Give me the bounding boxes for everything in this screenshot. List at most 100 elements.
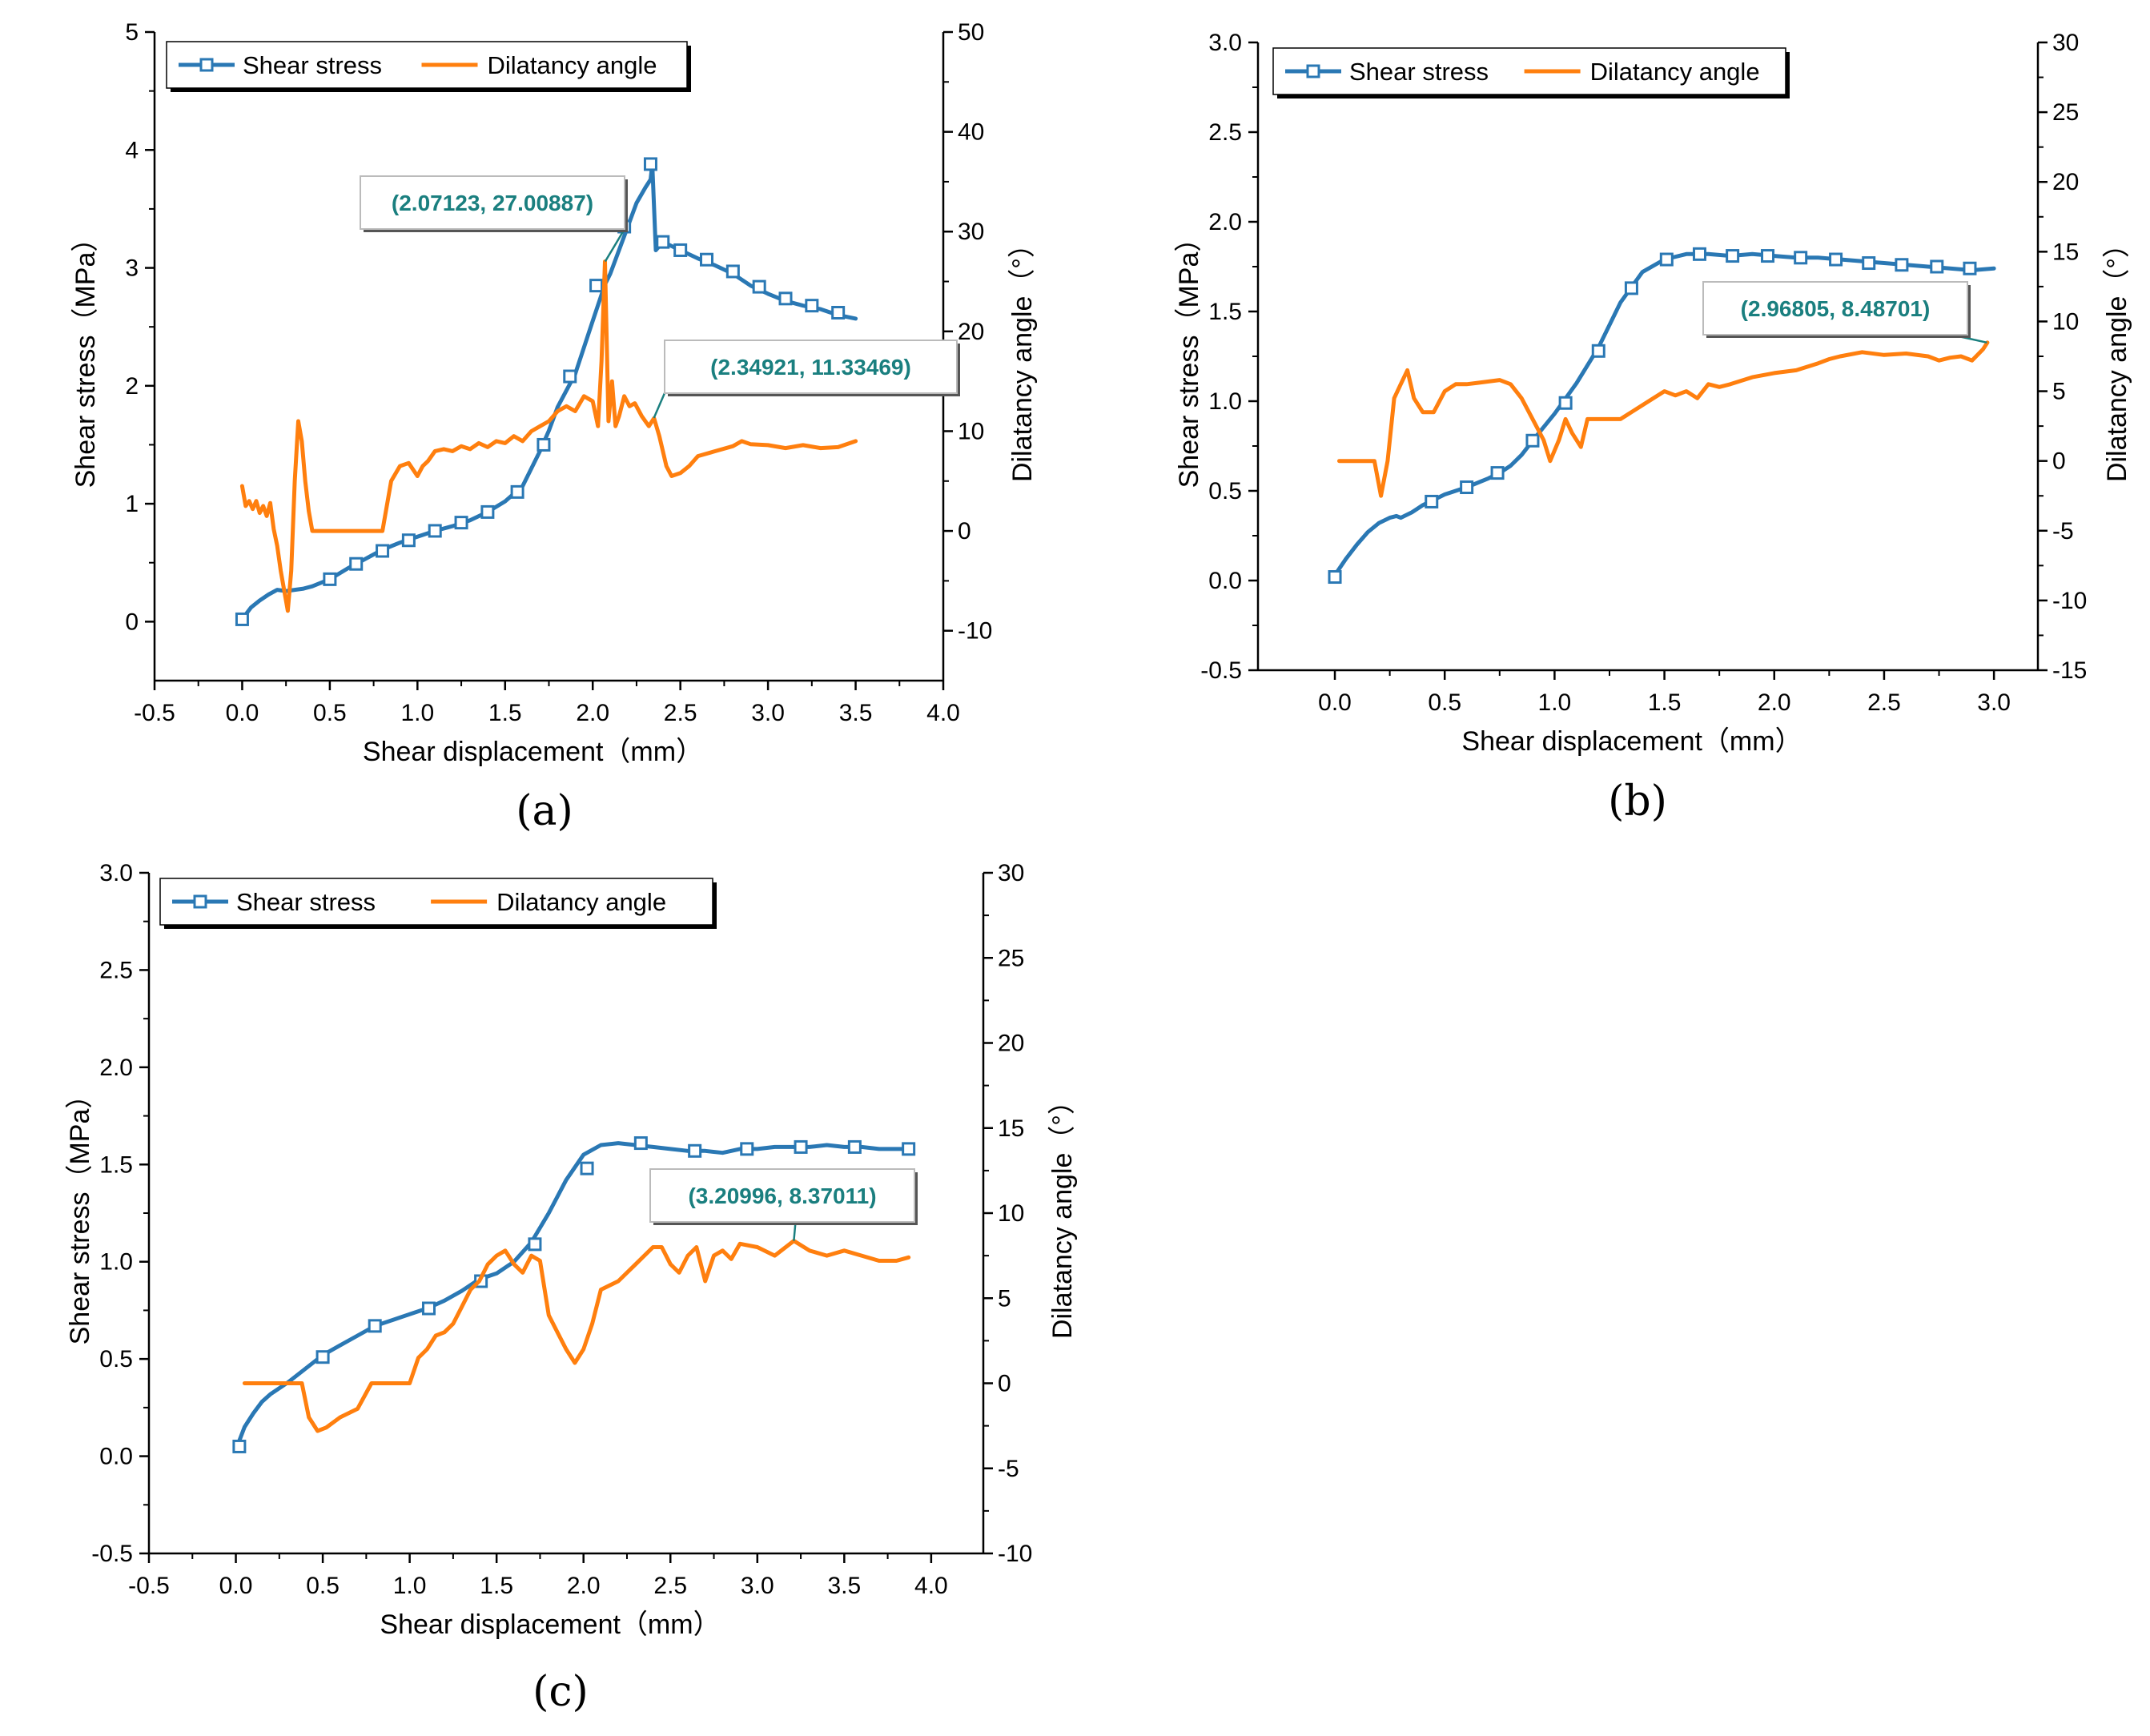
x-tick-label: 2.0: [567, 1573, 601, 1599]
shear-stress-marker: [428, 524, 442, 538]
shear-stress-marker: [778, 291, 793, 306]
x-tick-label: 2.0: [1758, 689, 1791, 716]
y-right-axis-title: Dilatancy angle（°）: [2102, 231, 2132, 482]
shear-stress-marker: [725, 264, 740, 279]
x-tick-label: 2.5: [653, 1573, 687, 1599]
y-left-axis-title: Shear stress（MPa）: [65, 1082, 95, 1345]
y-left-tick-label: 0.5: [1208, 478, 1242, 504]
shear-stress-marker: [1490, 466, 1505, 480]
legend-shear-stress-label: Shear stress: [236, 888, 376, 916]
shear-stress-marker: [794, 1139, 808, 1154]
x-tick-label: 1.0: [1538, 689, 1572, 716]
legend-dilatancy-angle-label: Dilatancy angle: [488, 51, 657, 79]
shear-stress-marker: [1692, 247, 1706, 261]
x-tick-label: 0.5: [306, 1573, 340, 1599]
shear-stress-marker: [480, 504, 495, 519]
legend-shear-stress-label: Shear stress: [243, 51, 382, 79]
x-tick-label: 0.5: [313, 700, 347, 726]
shear-stress-marker: [1558, 396, 1573, 410]
shear-stress-marker: [1895, 258, 1909, 272]
chart-panel-2: 0.0 0.5 1.0 1.5 2.0 2.5 3.0 -0.5 0.0 0.5 1.0 1.5 2.0…: [1174, 30, 2132, 826]
y-left-tick-label: 2: [125, 373, 139, 400]
x-tick-label: 1.5: [480, 1573, 513, 1599]
shear-stress-marker: [740, 1142, 754, 1156]
y-right-tick-label: 50: [958, 19, 984, 46]
x-tick-label: 3.0: [741, 1573, 774, 1599]
shear-stress-marker: [376, 544, 390, 558]
x-tick-label: 1.5: [1648, 689, 1682, 716]
legend-shear-stress-label: Shear stress: [1349, 58, 1489, 86]
shear-stress-marker: [401, 533, 416, 548]
y-left-tick-label: 0.5: [99, 1346, 133, 1372]
y-left-tick-label: 1: [125, 491, 139, 517]
x-tick-label: 1.5: [488, 700, 522, 726]
legend-shear-stress-marker: [199, 58, 214, 72]
y-right-tick-label: 25: [998, 945, 1024, 971]
y-right-tick-label: 10: [2052, 308, 2079, 335]
x-tick-label: -0.5: [128, 1573, 170, 1599]
y-left-tick-label: 3.0: [99, 860, 133, 886]
annotation-box: [360, 175, 625, 230]
x-tick-label: 3.5: [839, 700, 873, 726]
x-tick-label: 0.0: [226, 700, 259, 726]
y-right-tick-label: 0: [998, 1371, 1011, 1397]
y-right-tick-label: -10: [2052, 588, 2087, 614]
x-tick-label: 4.0: [926, 700, 960, 726]
shear-stress-marker: [1862, 256, 1876, 271]
shear-stress-marker: [1726, 249, 1740, 263]
legend-dilatancy-angle-label: Dilatancy angle: [496, 888, 666, 916]
y-right-tick-label: 5: [2052, 379, 2066, 405]
y-right-tick-label: 30: [998, 860, 1024, 886]
y-right-tick-label: 20: [958, 319, 984, 345]
legend-shear-stress-marker: [193, 894, 207, 909]
shear-stress-marker: [1794, 251, 1808, 265]
shear-stress-marker: [232, 1439, 247, 1453]
shear-stress-marker: [1761, 249, 1775, 263]
annotation-leader: [653, 392, 666, 419]
annotation-label: (3.20996, 8.37011): [688, 1183, 876, 1208]
x-axis-title: Shear displacement（mm）: [380, 1609, 720, 1640]
shear-stress-marker: [633, 1136, 648, 1151]
y-right-tick-label: 15: [998, 1115, 1024, 1142]
shear-stress-marker: [315, 1350, 330, 1364]
y-right-tick-label: -15: [2052, 657, 2087, 684]
shear-stress-marker: [536, 437, 551, 452]
x-tick-label: 2.5: [1867, 689, 1901, 716]
y-left-tick-label: 0: [125, 609, 139, 635]
shear-stress-marker: [1525, 433, 1540, 448]
y-left-tick-label: 2.0: [1208, 209, 1242, 235]
y-left-tick-label: 1.0: [1208, 388, 1242, 415]
panel-label: (b): [1608, 778, 1667, 826]
y-right-tick-label: 5: [998, 1285, 1011, 1312]
shear-stress-marker: [805, 299, 819, 313]
x-tick-label: 3.0: [1977, 689, 2011, 716]
y-right-axis-title: Dilatancy angle（°）: [1047, 1087, 1078, 1339]
y-right-tick-label: -10: [958, 618, 992, 645]
y-right-tick-label: -5: [2052, 518, 2074, 545]
annotation-label: (2.07123, 27.00887): [392, 191, 593, 215]
annotation-box: [1702, 281, 1968, 336]
panel-label: (a): [516, 787, 573, 835]
y-left-tick-label: 2.5: [99, 957, 133, 983]
x-tick-label: 0.0: [1318, 689, 1352, 716]
y-right-tick-label: 0: [2052, 448, 2066, 475]
x-tick-label: 4.0: [914, 1573, 948, 1599]
y-right-axis-title: Dilatancy angle（°）: [1007, 231, 1038, 482]
x-tick-label: -0.5: [134, 700, 175, 726]
y-right-tick-label: 20: [2052, 169, 2079, 195]
y-right-tick-label: 20: [998, 1031, 1024, 1057]
y-right-tick-label: 15: [2052, 239, 2079, 265]
x-axis-title: Shear displacement（mm）: [363, 737, 703, 767]
y-right-tick-label: -5: [998, 1456, 1019, 1482]
shear-stress-marker: [1829, 252, 1843, 267]
y-right-tick-label: 0: [958, 518, 971, 545]
y-left-tick-label: 4: [125, 137, 139, 163]
shear-stress-marker: [422, 1301, 436, 1316]
shear-stress-marker: [673, 243, 688, 257]
shear-stress-marker: [580, 1161, 594, 1175]
shear-stress-marker: [528, 1237, 542, 1252]
panel-label: (c): [532, 1668, 589, 1716]
shear-stress-marker: [235, 612, 249, 626]
y-left-tick-label: -0.5: [91, 1541, 133, 1567]
